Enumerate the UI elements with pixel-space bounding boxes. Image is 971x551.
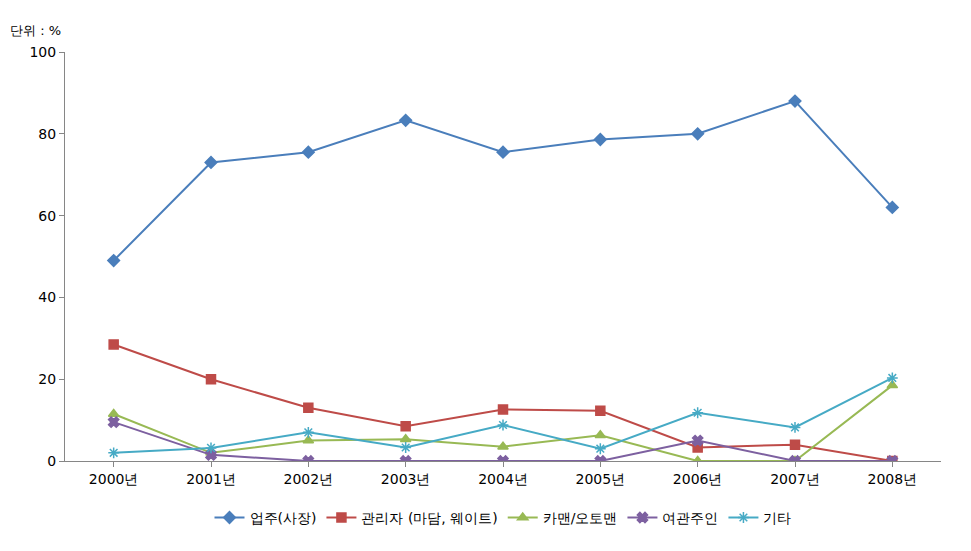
svg-text:업주(사장): 업주(사장) <box>250 510 317 526</box>
svg-text:0: 0 <box>47 453 56 469</box>
svg-text:40: 40 <box>38 289 56 305</box>
svg-text:2003년: 2003년 <box>381 471 431 487</box>
svg-text:여관주인: 여관주인 <box>662 510 718 526</box>
svg-text:2001년: 2001년 <box>186 471 236 487</box>
svg-text:80: 80 <box>38 126 56 142</box>
svg-text:20: 20 <box>38 371 56 387</box>
svg-text:2004년: 2004년 <box>478 471 528 487</box>
svg-text:2006년: 2006년 <box>673 471 723 487</box>
svg-text:단위 : %: 단위 : % <box>10 23 61 38</box>
svg-text:2005년: 2005년 <box>576 471 626 487</box>
svg-text:100: 100 <box>29 44 56 60</box>
svg-text:관리자 (마담, 웨이트): 관리자 (마담, 웨이트) <box>361 510 497 526</box>
svg-text:2008년: 2008년 <box>868 471 918 487</box>
svg-text:카맨/오토맨: 카맨/오토맨 <box>543 510 618 526</box>
svg-text:60: 60 <box>38 208 56 224</box>
svg-text:2007년: 2007년 <box>770 471 820 487</box>
svg-text:2002년: 2002년 <box>284 471 334 487</box>
svg-text:2000년: 2000년 <box>89 471 139 487</box>
svg-text:기타: 기타 <box>763 510 791 526</box>
